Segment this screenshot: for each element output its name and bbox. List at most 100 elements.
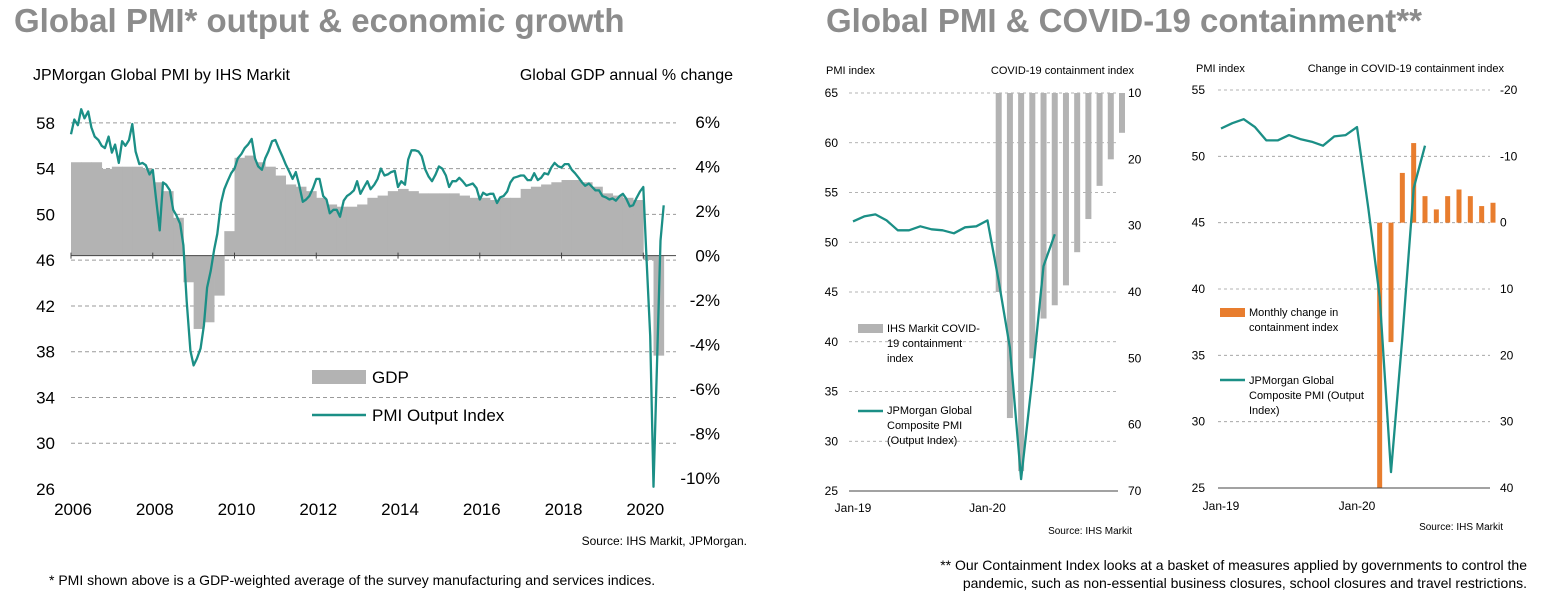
chart1-gdp-bar <box>111 166 123 256</box>
chart3-change-bar <box>1388 222 1394 343</box>
chart3-change-bar <box>1490 202 1496 223</box>
chart3-pmi-tick-label: 55 <box>1192 83 1206 97</box>
chart2-left-axis-title: PMI index <box>826 65 875 77</box>
chart1-gdp-bar <box>91 162 103 256</box>
chart2-pmi-tick-label: 60 <box>825 136 839 150</box>
chart3-change-bar <box>1411 143 1417 223</box>
chart1-pmi-tick-label: 38 <box>36 343 55 362</box>
chart3-change-bar <box>1445 196 1451 223</box>
chart2-x-tick-label: Jan-20 <box>969 501 1006 515</box>
chart1-gdp-bar <box>602 193 614 256</box>
chart1-gdp-bar <box>510 197 522 256</box>
chart1-gdp-bar <box>254 162 266 256</box>
chart3-pmi-tick-label: 40 <box>1192 282 1206 296</box>
chart1-gdp-bar <box>183 255 195 283</box>
chart1-gdp-bar <box>101 168 113 256</box>
chart1-gdp-bar <box>336 206 348 256</box>
chart3-right-axis-title: Change in COVID-19 containment index <box>1308 63 1505 75</box>
left-footnote: * PMI shown above is a GDP-weighted aver… <box>49 572 656 588</box>
chart1-gdp-bar <box>418 193 430 256</box>
chart1-gdp-bar <box>377 195 389 256</box>
legend-change-label: Monthly change in containment index <box>1249 307 1341 334</box>
chart1-gdp-bar <box>438 193 450 256</box>
chart2-containment-bar <box>1018 93 1025 472</box>
chart1-group: 58 54 50 46 42 38 34 30 26 6% 4% 2% 0% -2% -4% -6% -8% -1… <box>36 108 720 519</box>
chart1-gdp-bar <box>214 255 225 296</box>
chart3-pmi-tick-label: 35 <box>1192 348 1206 362</box>
chart2-containment-tick-label: 60 <box>1128 418 1142 432</box>
right-chart-title: Global PMI & COVID-19 containment** <box>826 2 1422 39</box>
chart3-left-axis-title: PMI index <box>1196 63 1245 75</box>
chart1-gdp-bar <box>193 255 205 329</box>
chart1-gdp-tick-label: 6% <box>695 113 720 132</box>
chart2-x-tick-label: Jan-19 <box>835 501 872 515</box>
chart1-pmi-tick-label: 58 <box>36 114 55 133</box>
chart3-change-tick-label: 0 <box>1500 216 1507 230</box>
chart3-change-bar <box>1433 209 1439 223</box>
chart1-pmi-tick-label: 54 <box>36 160 55 179</box>
chart2-containment-tick-label: 40 <box>1128 285 1142 299</box>
chart1-pmi-line <box>69 108 665 488</box>
chart2-containment-bar <box>1006 93 1013 419</box>
chart3-change-bar <box>1479 206 1485 223</box>
chart1-gdp-bar <box>479 197 491 256</box>
chart1-legend: GDP PMI Output Index <box>312 368 505 425</box>
chart1-gdp-bar <box>500 197 511 256</box>
chart1-gdp-bar <box>285 184 297 256</box>
chart2-pmi-tick-label: 55 <box>825 186 839 200</box>
chart1-gdp-bar <box>367 197 378 256</box>
chart2-containment-bar <box>1062 93 1069 286</box>
legend-pmi-label: PMI Output Index <box>372 406 505 425</box>
chart1-pmi-tick-label: 34 <box>36 388 55 407</box>
chart1-gdp-bar <box>295 186 307 256</box>
chart1-left-axis-title: JPMorgan Global PMI by IHS Markit <box>33 67 291 84</box>
legend-gdp-label: GDP <box>372 368 409 387</box>
chart2-legend: IHS Markit COVID- 19 containment index J… <box>858 323 980 447</box>
chart2-containment-bar <box>1029 93 1036 359</box>
chart1-gdp-bar <box>142 168 154 256</box>
chart3-legend: Monthly change in containment index JPMo… <box>1220 307 1364 417</box>
chart2-containment-tick-label: 70 <box>1128 484 1142 498</box>
chart1-gdp-bar <box>387 191 399 256</box>
chart1-gdp-bar <box>316 197 327 256</box>
chart1-gdp-tick-label: -2% <box>690 291 720 310</box>
chart1-gdp-bar <box>428 193 440 256</box>
chart1-gdp-tick-label: 4% <box>695 158 720 177</box>
chart1-gdp-bar <box>408 191 419 256</box>
chart1-gdp-bar <box>541 184 552 256</box>
chart1-gdp-bar <box>633 200 644 256</box>
legend-containment-swatch <box>858 324 883 333</box>
chart1-gdp-bar <box>581 182 593 256</box>
chart1-gdp-bar <box>520 188 532 256</box>
chart2-containment-bar <box>1119 93 1125 133</box>
chart1-gdp-bar <box>224 231 235 256</box>
chart2-pmi-tick-label: 45 <box>825 285 839 299</box>
chart1-x-tick-label: 2016 <box>463 500 501 519</box>
chart1-gdp-tick-label: -6% <box>690 380 720 399</box>
chart1-gdp-tick-label: 0% <box>695 247 720 266</box>
chart1-gdp-bar <box>643 255 654 261</box>
chart2-group: 65 60 55 50 45 40 35 30 25 10 20 30 40 50 60 70 Jan-19 Ja… <box>825 86 1142 515</box>
chart2-containment-tick-label: 20 <box>1128 152 1142 166</box>
chart1-x-tick-label: 2012 <box>299 500 337 519</box>
chart1-gdp-bar <box>265 166 276 256</box>
chart1-gdp-bar <box>306 191 317 256</box>
chart2-containment-tick-label: 50 <box>1128 351 1142 365</box>
chart1-gdp-bar <box>173 217 184 256</box>
right-footnote: ** Our Containment Index looks at a bask… <box>855 556 1527 592</box>
chart1-gdp-bar <box>622 197 634 256</box>
chart1-gdp-bar <box>469 197 481 256</box>
legend-pmi2-label: JPMorgan Global Composite PMI (Output In… <box>887 405 975 447</box>
chart1-gdp-bar <box>357 204 368 256</box>
chart1-x-tick-label: 2006 <box>54 500 92 519</box>
chart1-gdp-bar <box>612 195 624 256</box>
chart2-containment-bar <box>1074 93 1081 253</box>
chart3-change-tick-label: 40 <box>1500 481 1514 495</box>
chart2-containment-tick-label: 10 <box>1128 86 1142 100</box>
chart2-right-axis-title: COVID-19 containment index <box>991 65 1135 77</box>
chart2-source: Source: IHS Markit <box>1048 526 1132 537</box>
chart2-pmi-tick-label: 25 <box>825 484 839 498</box>
chart3-pmi-tick-label: 50 <box>1192 149 1206 163</box>
chart3-pmi-tick-label: 45 <box>1192 216 1206 230</box>
